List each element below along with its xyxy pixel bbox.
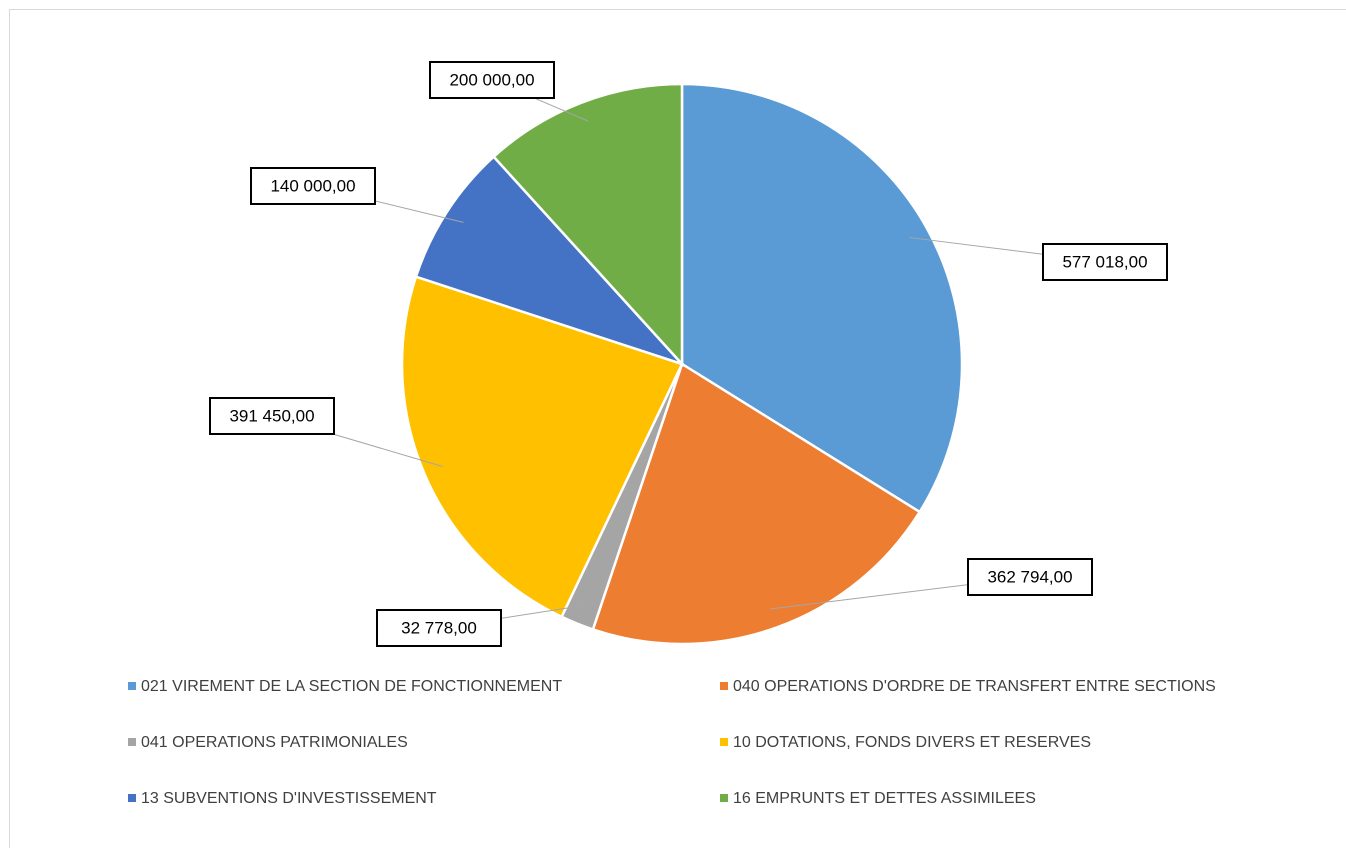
legend-label: 041 OPERATIONS PATRIMONIALES xyxy=(141,734,408,751)
pie-slice xyxy=(400,275,684,619)
data-label-box xyxy=(250,167,376,205)
legend-label: 13 SUBVENTIONS D'INVESTISSEMENT xyxy=(141,790,437,807)
legend-swatch xyxy=(720,738,728,746)
pie-slice xyxy=(591,362,922,646)
legend-label: 021 VIREMENT DE LA SECTION DE FONCTIONNE… xyxy=(141,678,562,695)
legend-swatch xyxy=(720,682,728,690)
data-label-box xyxy=(376,609,502,647)
pie-slice xyxy=(680,82,964,514)
data-label: 200 000,00 xyxy=(449,70,534,89)
legend-swatch xyxy=(720,794,728,802)
data-label: 362 794,00 xyxy=(987,567,1072,586)
pie-slice xyxy=(414,154,687,367)
pie-slice xyxy=(491,82,684,368)
legend-label: 10 DOTATIONS, FONDS DIVERS ET RESERVES xyxy=(733,734,1091,751)
data-label: 32 778,00 xyxy=(401,618,477,637)
legend-label: 040 OPERATIONS D'ORDRE DE TRANSFERT ENTR… xyxy=(733,678,1216,695)
data-label: 577 018,00 xyxy=(1062,252,1147,271)
data-label-box xyxy=(1042,243,1168,281)
legend-swatch xyxy=(128,738,136,746)
data-label: 391 450,00 xyxy=(229,406,314,425)
legend-label: 16 EMPRUNTS ET DETTES ASSIMILEES xyxy=(733,790,1036,807)
data-label-box xyxy=(967,558,1093,596)
legend-swatch xyxy=(128,682,136,690)
data-label: 140 000,00 xyxy=(270,176,355,195)
legend-swatch xyxy=(128,794,136,802)
data-label-box xyxy=(209,397,335,435)
data-label-box xyxy=(429,61,555,99)
